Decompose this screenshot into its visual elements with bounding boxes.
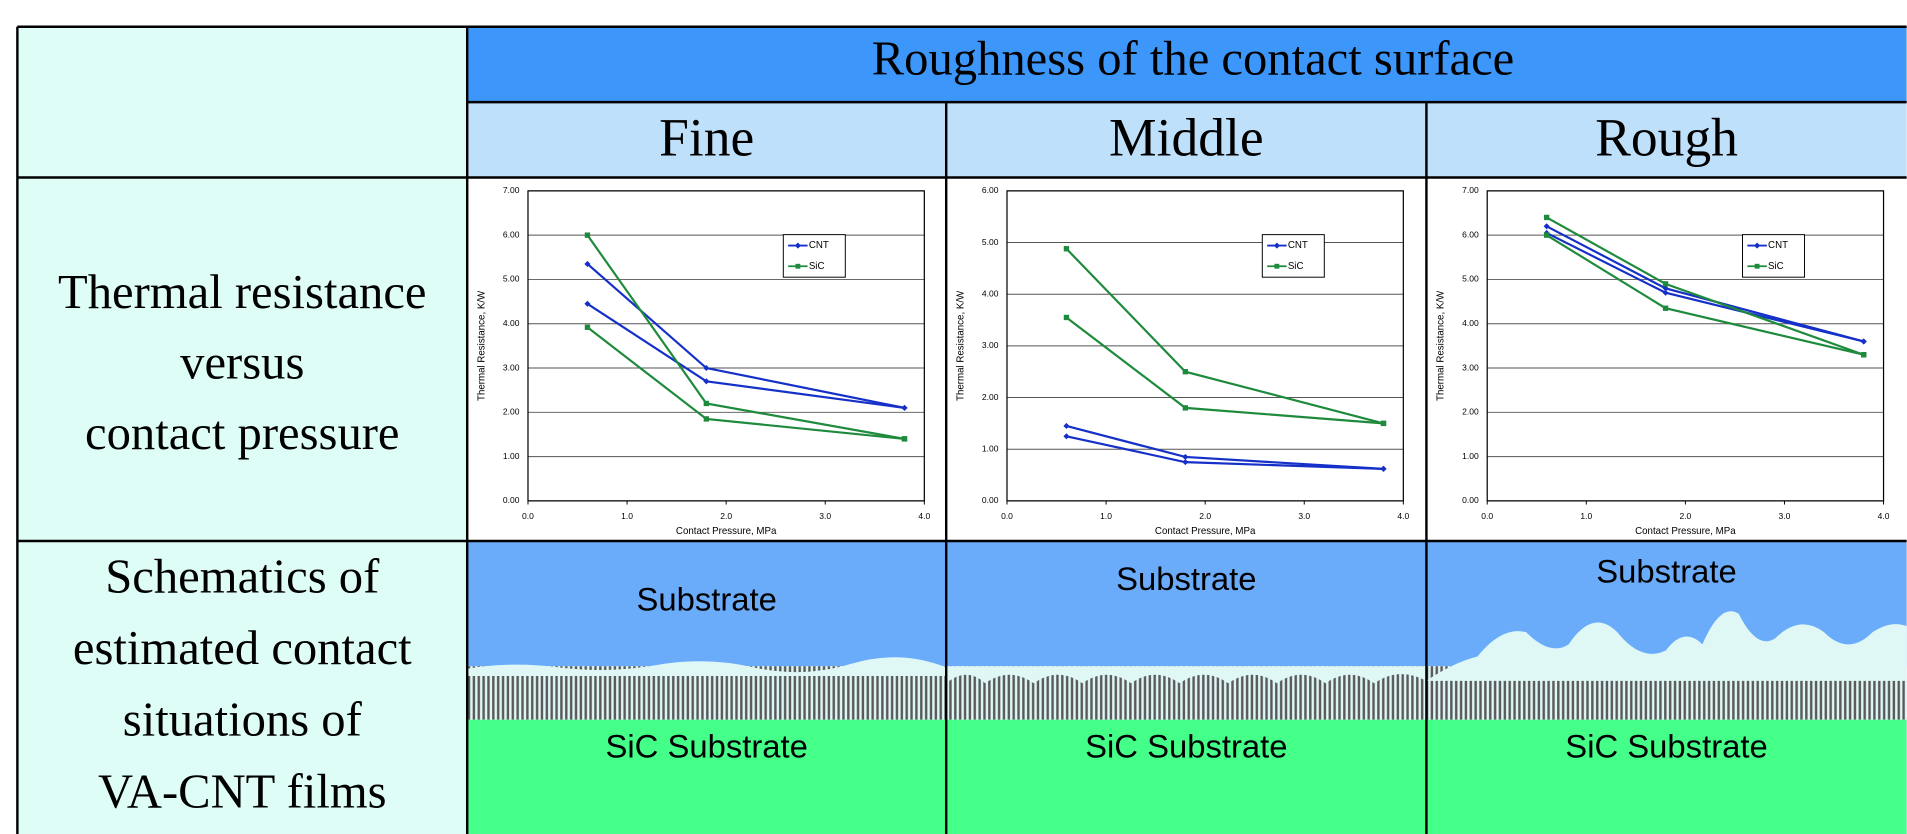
corner-cell [17,27,467,178]
x-tick-label: 3.0 [1298,511,1310,521]
slide: Roughness of the contact surface Fine Mid… [0,0,1907,834]
marker [1381,421,1386,426]
x-tick-label: 2.0 [1199,511,1211,521]
legend-label: SiC [1768,261,1784,272]
y-tick-label: 7.00 [1462,185,1479,195]
x-tick-label: 1.0 [621,511,633,521]
legend-marker [1274,264,1279,269]
marker [704,416,709,421]
marker [585,325,590,330]
x-tick-label: 4.0 [1397,511,1409,521]
y-tick-label: 6.00 [982,185,999,195]
x-tick-label: 4.0 [918,511,930,521]
marker [1064,315,1069,320]
x-tick-label: 3.0 [1779,511,1791,521]
x-tick-label: 1.0 [1100,511,1112,521]
y-tick-label: 2.00 [982,392,999,402]
sic-substrate-label: SiC Substrate [1565,728,1767,765]
x-tick-label: 0.0 [1001,511,1013,521]
substrate-label: Substrate [1116,560,1256,597]
y-tick-label: 3.00 [1462,362,1479,372]
marker [1064,246,1069,251]
row-label: contact pressure [85,406,399,460]
x-tick-label: 4.0 [1878,511,1890,521]
x-tick-label: 2.0 [1679,511,1691,521]
y-tick-label: 4.00 [1462,318,1479,328]
row-label: versus [180,335,304,389]
row-label: situations of [123,693,363,747]
x-tick-label: 3.0 [819,511,831,521]
y-tick-label: 4.00 [982,288,999,298]
y-tick-label: 1.00 [1462,451,1479,461]
legend-marker [795,264,800,269]
y-tick-label: 5.00 [503,274,520,284]
y-tick-label: 0.00 [503,495,520,505]
y-tick-label: 3.00 [503,362,520,372]
marker [1183,405,1188,410]
y-tick-label: 5.00 [1462,274,1479,284]
row-label: estimated contact [73,621,412,675]
y-tick-label: 3.00 [982,340,999,350]
y-tick-label: 5.00 [982,237,999,247]
chart: 0.00 1.00 2.00 3.00 4.00 5.00 6.00 0.0 1.0 2.0 3.0… [951,181,1421,538]
y-axis-label: Thermal Resistance, K/W [1436,290,1447,401]
chart-area [951,181,1421,538]
x-tick-label: 1.0 [1580,511,1592,521]
y-tick-label: 2.00 [503,407,520,417]
x-tick-label: 2.0 [720,511,732,521]
marker [1861,352,1866,357]
row-label: Thermal resistance [58,265,426,319]
row-label: VA-CNT films [98,764,387,818]
page: Roughness of the contact surface Fine Mid… [0,0,1907,834]
x-axis-label: Contact Pressure, MPa [676,526,777,537]
legend-label: SiC [809,261,825,272]
y-tick-label: 6.00 [1462,229,1479,239]
y-tick-label: 2.00 [1462,407,1479,417]
chart: 0.00 1.00 2.00 3.00 4.00 5.00 6.00 7.00 0.0 1.0 2.… [1431,181,1901,538]
marker [902,436,907,441]
row-label: Schematics of [105,549,380,603]
chart: 0.00 1.00 2.00 3.00 4.00 5.00 6.00 7.00 0.0 1.0 2.… [472,181,941,538]
y-tick-label: 1.00 [503,451,520,461]
y-tick-label: 6.00 [503,229,520,239]
legend-marker [1755,264,1760,269]
legend-label: CNT [1288,240,1308,251]
legend-label: CNT [1768,240,1788,251]
y-axis-label: Thermal Resistance, K/W [955,290,966,401]
y-tick-label: 7.00 [503,185,520,195]
sic-substrate-label: SiC Substrate [1085,728,1287,765]
column-header: Fine [659,108,754,168]
x-tick-label: 0.0 [522,511,534,521]
column-header: Middle [1109,108,1264,168]
table-header: Roughness of the contact surface [872,31,1515,85]
marker [1183,369,1188,374]
marker [704,401,709,406]
x-tick-label: 0.0 [1481,511,1493,521]
column-header: Rough [1595,108,1738,168]
substrate-label: Substrate [636,580,776,617]
x-axis-label: Contact Pressure, MPa [1635,526,1736,537]
marker [1663,281,1668,286]
marker [1663,306,1668,311]
marker [1544,215,1549,220]
legend-label: SiC [1288,261,1304,272]
y-tick-label: 0.00 [982,495,999,505]
y-tick-label: 1.00 [982,443,999,453]
sic-substrate-label: SiC Substrate [605,728,807,765]
y-tick-label: 0.00 [1462,495,1479,505]
y-tick-label: 4.00 [503,318,520,328]
marker [1544,232,1549,237]
substrate-label: Substrate [1596,553,1736,590]
y-axis-label: Thermal Resistance, K/W [476,290,487,401]
legend-label: CNT [809,240,829,251]
marker [585,232,590,237]
x-axis-label: Contact Pressure, MPa [1155,526,1256,537]
